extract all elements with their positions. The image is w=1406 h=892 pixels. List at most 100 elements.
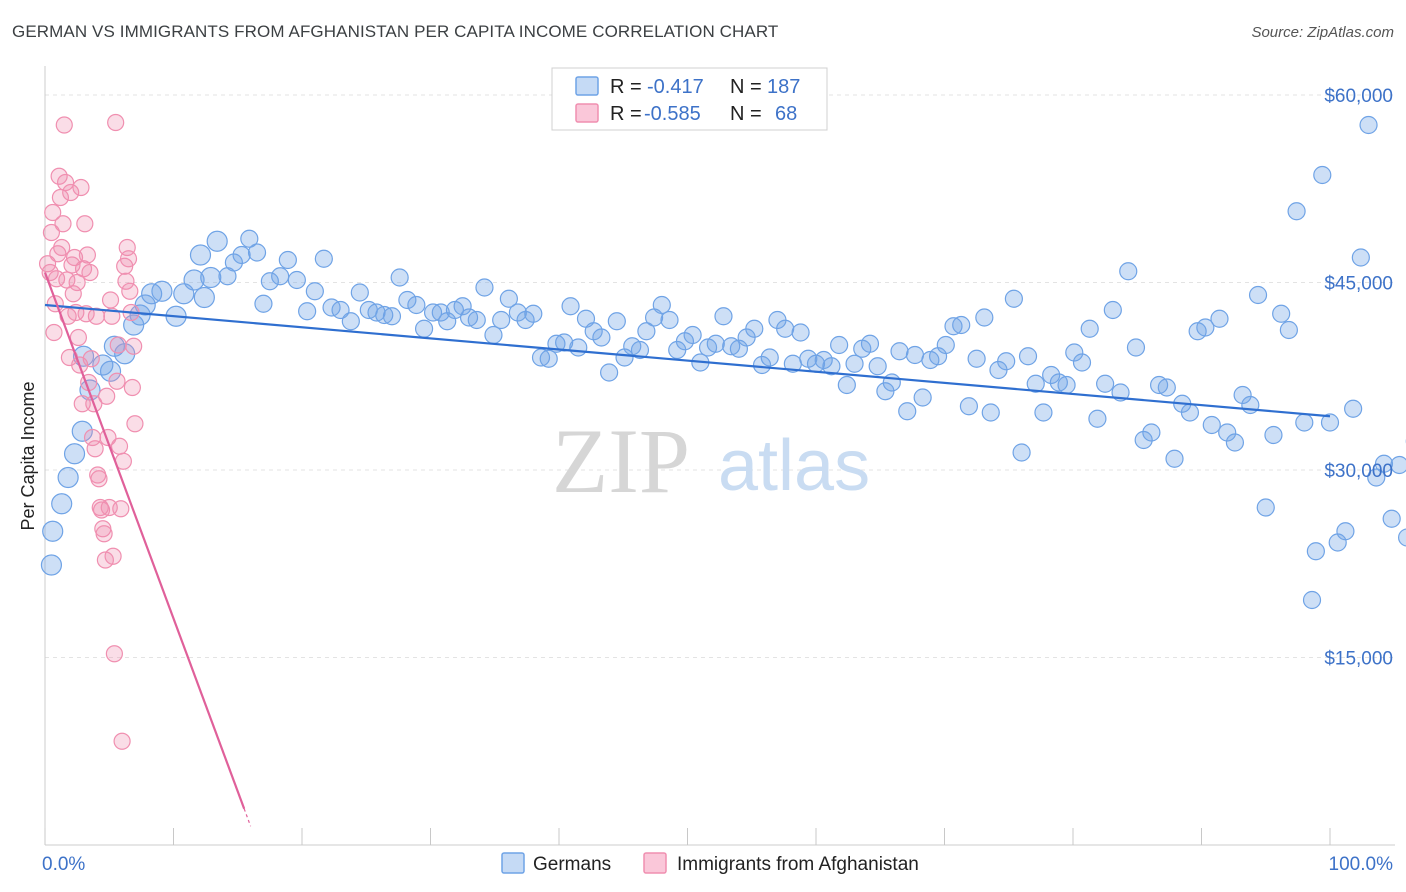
afghan-point-4 — [45, 323, 63, 342]
germans-point-125 — [1004, 289, 1023, 308]
gridlines — [45, 94, 1395, 658]
germans-point-31 — [271, 267, 290, 286]
germans-point-152 — [1210, 309, 1229, 328]
afghan-point-11 — [54, 215, 72, 233]
germans-point-9 — [99, 360, 122, 382]
afghan-point-49 — [103, 307, 121, 325]
germans-point-172 — [1359, 115, 1378, 135]
germans-point-19 — [183, 269, 205, 291]
germans-point-129 — [1034, 403, 1053, 422]
germans-point-58 — [492, 310, 511, 330]
y-tick-labels: $15,000 $30,000 $45,000 $60,000 — [1324, 86, 1393, 670]
germans-point-86 — [706, 334, 725, 353]
germans-point-30 — [260, 272, 279, 291]
germans-point-73 — [607, 312, 626, 331]
afghan-point-23 — [69, 328, 88, 347]
germans-point-3 — [57, 466, 79, 489]
germans-point-160 — [1272, 304, 1291, 323]
watermark-zip: ZIP — [552, 410, 690, 512]
germans-point-60 — [508, 303, 527, 322]
germans-point-154 — [1225, 433, 1245, 452]
germans-point-161 — [1279, 320, 1298, 340]
germans-point-137 — [1096, 374, 1115, 393]
afghan-point-25 — [72, 178, 90, 197]
germans-point-133 — [1065, 343, 1084, 362]
germans-point-43 — [375, 305, 394, 325]
afghan-point-55 — [110, 437, 129, 455]
afghan-point-66 — [125, 337, 143, 355]
afghan-point-63 — [121, 282, 139, 300]
axes — [44, 66, 1395, 846]
afghan-point-45 — [98, 387, 116, 405]
germans-point-38 — [331, 300, 350, 320]
afghan-point-28 — [76, 215, 94, 233]
afghan-point-62 — [119, 250, 138, 268]
germans-point-23 — [206, 230, 228, 252]
legend-r-label-1: R = — [610, 103, 642, 125]
germans-point-79 — [652, 295, 671, 315]
germans-point-116 — [936, 335, 955, 355]
germans-point-166 — [1313, 165, 1332, 185]
germans-point-68 — [569, 338, 588, 357]
germans-point-121 — [975, 308, 994, 327]
legend-n-label-0: N = — [730, 76, 762, 98]
bottom-legend-afghan: Immigrants from Afghanistan — [677, 854, 919, 875]
legend-r-label-0: R = — [610, 76, 642, 98]
legend-bottom: Germans Immigrants from Afghanistan — [501, 852, 919, 875]
germans-point-91 — [745, 319, 764, 338]
afghan-point-3 — [44, 203, 62, 222]
germans-point-162 — [1287, 202, 1306, 221]
germans-point-163 — [1295, 413, 1314, 432]
legend-n-value-1: 68 — [775, 103, 797, 125]
germans-point-28 — [247, 243, 267, 262]
germans-point-176 — [1390, 455, 1406, 475]
germans-point-151 — [1202, 415, 1221, 435]
germans-point-20 — [189, 244, 212, 266]
germans-point-72 — [600, 363, 619, 382]
germans-point-64 — [539, 349, 558, 368]
x-tick-label-0: 0.0% — [42, 854, 85, 875]
afghan-points — [38, 113, 144, 750]
germans-point-159 — [1264, 425, 1283, 445]
germans-point-95 — [776, 319, 795, 338]
germans-point-136 — [1088, 409, 1107, 428]
germans-point-141 — [1126, 338, 1146, 357]
x-tick-labels: 0.0% 100.0% — [42, 854, 1393, 875]
afghan-point-2 — [42, 223, 61, 242]
afghan-point-54 — [109, 336, 127, 354]
germans-point-5 — [71, 420, 93, 442]
germans-point-21 — [200, 266, 222, 289]
germans-point-77 — [637, 322, 656, 341]
germans-point-153 — [1218, 423, 1237, 442]
germans-point-158 — [1256, 498, 1275, 517]
y-tick-label-0: $15,000 — [1324, 649, 1393, 670]
afghan-point-65 — [123, 378, 141, 397]
germans-trend-line — [44, 303, 1331, 418]
germans-point-126 — [1012, 443, 1031, 462]
afghan-point-10 — [53, 238, 71, 257]
germans-point-167 — [1320, 413, 1340, 432]
germans-point-32 — [278, 250, 297, 270]
germans-point-93 — [760, 348, 779, 367]
legend-n-value-0: 187 — [767, 76, 800, 98]
germans-point-173 — [1367, 468, 1386, 487]
germans-point-142 — [1134, 430, 1153, 450]
germans-point-118 — [952, 315, 971, 335]
germans-point-2 — [51, 493, 73, 515]
germans-point-87 — [714, 307, 733, 326]
germans-point-150 — [1196, 318, 1215, 337]
germans-point-35 — [305, 282, 324, 301]
afghan-point-13 — [56, 173, 75, 192]
germans-point-145 — [1157, 378, 1176, 397]
germans-point-128 — [1026, 374, 1045, 393]
germans-point-122 — [981, 403, 1000, 422]
germans-point-59 — [499, 289, 518, 308]
afghan-point-9 — [51, 188, 70, 207]
germans-point-119 — [959, 397, 979, 416]
germans-point-76 — [630, 340, 650, 360]
germans-point-170 — [1344, 399, 1363, 418]
germans-point-177 — [1398, 528, 1406, 547]
germans-point-106 — [860, 334, 880, 353]
germans-point-107 — [868, 357, 887, 376]
